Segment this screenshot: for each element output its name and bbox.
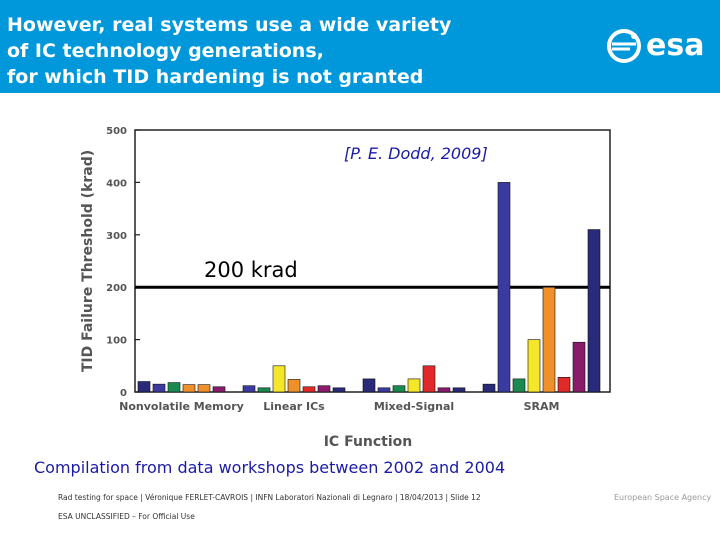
- slide-header: However, real systems use a wide variety…: [0, 0, 720, 93]
- chart-caption: Compilation from data workshops between …: [34, 458, 506, 477]
- y-tick-label: 300: [106, 231, 127, 242]
- bar: [452, 387, 466, 393]
- bar: [407, 378, 421, 393]
- y-tick-label: 400: [106, 178, 127, 189]
- y-tick-label: 500: [106, 126, 127, 137]
- title-line-3: for which TID hardening is not granted: [7, 66, 424, 88]
- bar: [572, 341, 586, 393]
- bar: [137, 381, 151, 393]
- bar: [272, 365, 286, 393]
- threshold-label: 200 krad: [204, 258, 298, 282]
- tid-threshold-chart: 0 100 200 300 400 500 Nonvolatile Memory Linear…: [80, 126, 611, 450]
- bar: [362, 378, 376, 393]
- y-tick-label: 100: [106, 336, 127, 347]
- bar: [332, 387, 346, 393]
- bar: [167, 382, 181, 393]
- esa-logo: esa: [604, 26, 714, 66]
- bar: [257, 387, 271, 393]
- bar: [437, 387, 451, 393]
- y-tick-label: 0: [120, 388, 127, 399]
- chart-labels: 0 100 200 300 400 500 Nonvolatile Memory Linear…: [80, 126, 559, 450]
- bar: [482, 383, 496, 393]
- bar: [497, 182, 511, 393]
- bar: [212, 386, 226, 393]
- bar: [512, 378, 526, 393]
- bar: [197, 384, 211, 393]
- bar: [302, 386, 316, 393]
- bar: [422, 365, 436, 393]
- bar: [392, 385, 406, 393]
- bar: [527, 339, 541, 393]
- bar: [542, 286, 556, 393]
- footer-text: Rad testing for space | Véronique FERLET…: [58, 493, 481, 502]
- classification-text: ESA UNCLASSIFIED – For Official Use: [58, 512, 195, 521]
- bar: [182, 384, 196, 393]
- category-label: Nonvolatile Memory: [119, 400, 244, 413]
- bar: [287, 379, 301, 393]
- y-axis-title: TID Failure Threshold (krad): [80, 150, 96, 372]
- bar: [557, 377, 571, 393]
- category-label: SRAM: [524, 400, 560, 413]
- bar: [587, 229, 601, 393]
- slide-title: However, real systems use a wide variety…: [7, 12, 567, 90]
- title-line-1: However, real systems use a wide variety: [7, 14, 452, 36]
- esa-logo-text: esa: [646, 28, 705, 63]
- bar: [242, 385, 256, 393]
- bar: [152, 383, 166, 393]
- chart-bars: [137, 182, 601, 393]
- bar: [377, 387, 391, 393]
- esa-emblem-icon: [607, 29, 641, 63]
- category-label: Linear ICs: [263, 400, 325, 413]
- agency-name: European Space Agency: [614, 493, 712, 502]
- y-tick-label: 200: [106, 283, 127, 294]
- bar: [317, 385, 331, 393]
- category-label: Mixed-Signal: [374, 400, 454, 413]
- x-axis-title: IC Function: [324, 434, 413, 450]
- title-line-2: of IC technology generations,: [7, 40, 324, 62]
- reference-citation: [P. E. Dodd, 2009]: [344, 144, 488, 163]
